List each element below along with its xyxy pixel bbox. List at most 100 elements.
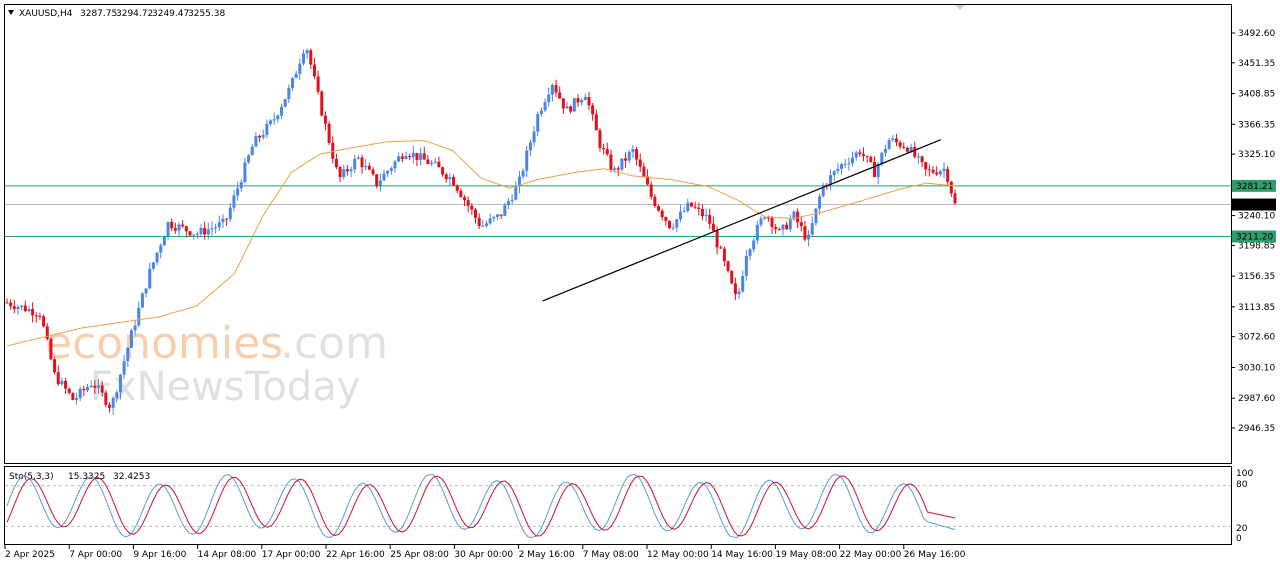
sto-level-0: 0 — [1236, 534, 1242, 544]
candle-body — [638, 159, 642, 167]
candle-body — [700, 208, 704, 217]
candle-body — [23, 305, 27, 312]
candle-body — [349, 169, 353, 172]
y-tick-label: 3072.60 — [1238, 333, 1275, 343]
y-tick-label: 3325.10 — [1238, 150, 1275, 160]
candle-body — [836, 168, 840, 172]
candle-body — [71, 392, 75, 400]
candle-body — [444, 174, 448, 180]
candle-body — [53, 359, 57, 373]
candle-body — [905, 147, 909, 152]
candle-body — [140, 293, 144, 308]
candle-body — [616, 168, 620, 170]
sto-level-100: 100 — [1236, 469, 1253, 479]
scroll-marker-icon[interactable] — [955, 5, 965, 10]
watermark-fxnewstoday: FxNewsToday — [90, 364, 360, 410]
candle-body — [159, 245, 163, 253]
candle-body — [243, 162, 247, 183]
candle-body — [371, 169, 375, 175]
candle-body — [181, 224, 185, 227]
candle-body — [488, 218, 492, 224]
candle-body — [916, 156, 920, 158]
candle-body — [924, 162, 928, 170]
candle-body — [733, 283, 737, 295]
candle-body — [689, 202, 693, 207]
candle-body — [360, 157, 364, 168]
sto-signal-line — [6, 475, 956, 537]
candle-body — [261, 134, 265, 138]
trendline-group[interactable] — [542, 139, 942, 302]
moving-average — [6, 139, 956, 347]
candle-body — [927, 169, 931, 171]
candle-body — [16, 306, 20, 310]
candle-body — [752, 240, 756, 250]
candle-body — [543, 102, 547, 111]
y-tick-label: 3198.85 — [1238, 241, 1275, 251]
sto-signal-value: 32.4253 — [113, 472, 150, 482]
candle-body — [580, 100, 584, 103]
header-low: 3249.47 — [152, 9, 189, 19]
candle-body — [441, 167, 445, 175]
y-tick-label: 3156.35 — [1238, 272, 1275, 282]
candle-body — [221, 218, 225, 223]
sto-main-value: 15.3325 — [68, 472, 105, 482]
candle-body — [89, 385, 93, 388]
candle-body — [821, 184, 825, 197]
candle-body — [539, 110, 543, 115]
hline-price-label: 3211.20 — [1236, 232, 1273, 242]
candle-body — [250, 146, 254, 156]
candle-body — [86, 387, 90, 391]
candle-body — [415, 152, 419, 160]
x-tick-label: 22 May 00:00 — [840, 550, 902, 560]
candle-body — [12, 306, 16, 310]
candle-body — [909, 146, 913, 152]
candle-body — [463, 197, 467, 201]
candle-body — [484, 223, 488, 226]
hline-price-label: 3281.21 — [1236, 182, 1273, 192]
time-axis: 2 Apr 2025 7 Apr 00:00 9 Apr 16:00 14 Apr 0… — [4, 545, 966, 560]
x-tick-label: 2 Apr 2025 — [5, 550, 55, 560]
candle-body — [686, 202, 690, 211]
x-tick-label: 26 May 16:00 — [904, 550, 966, 560]
candle-body — [785, 224, 789, 230]
candle-body — [276, 115, 280, 120]
sto-level-80: 80 — [1236, 480, 1248, 490]
candle-body — [708, 214, 712, 224]
candle-body — [788, 219, 792, 230]
candle-body — [184, 226, 188, 232]
candle-body — [902, 146, 906, 148]
candle-body — [532, 131, 536, 143]
candle-body — [829, 175, 833, 186]
candle-body — [356, 157, 360, 159]
candle-body — [547, 94, 551, 103]
sto-main-line — [6, 474, 956, 538]
candle-body — [56, 372, 60, 385]
candle-body — [225, 218, 229, 220]
candle-body — [111, 398, 115, 408]
candle-body — [82, 388, 86, 391]
candle-body — [378, 180, 382, 186]
y-tick-label: 2946.35 — [1238, 424, 1275, 434]
trendline — [542, 139, 942, 302]
candle-body — [192, 234, 196, 236]
candle-body — [521, 170, 525, 177]
candle-body — [419, 153, 423, 160]
price-labels: 3281.21 3211.20 3255.38 — [1232, 179, 1276, 243]
y-tick-label: 3366.35 — [1238, 120, 1275, 130]
collapse-triangle-icon[interactable] — [8, 10, 14, 15]
candle-body — [774, 227, 778, 230]
candle-body — [162, 236, 166, 246]
candle-body — [872, 161, 876, 178]
x-tick-label: 7 May 08:00 — [583, 550, 639, 560]
candle-body — [920, 156, 924, 163]
candle-body — [759, 218, 763, 225]
candle-body — [887, 140, 891, 150]
current-price-label: 3255.38 — [1236, 201, 1273, 211]
candle-body — [913, 146, 917, 157]
candle-body — [620, 158, 624, 170]
candle-body — [682, 210, 686, 212]
candle-body — [426, 159, 430, 165]
candle-body — [353, 158, 357, 170]
candle-body — [64, 380, 68, 389]
candle-body — [115, 392, 119, 399]
